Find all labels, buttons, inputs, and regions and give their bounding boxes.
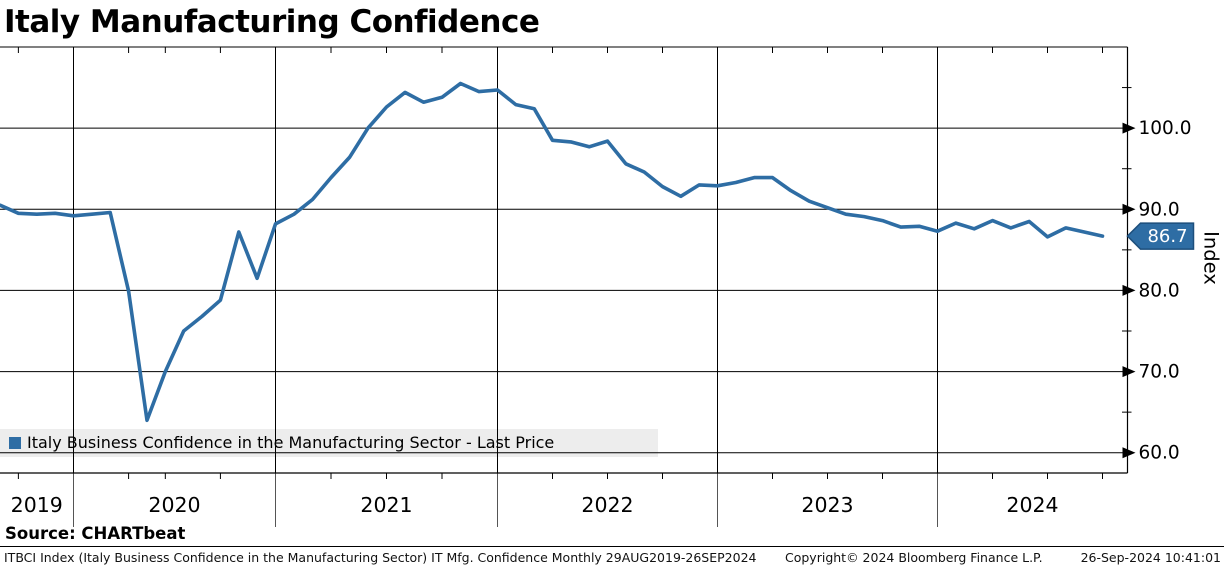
confidence-line-series: [0, 81, 1105, 423]
y-axis-arrow-tick-icon: [1122, 366, 1136, 378]
legend-swatch-icon: [9, 436, 21, 449]
y-axis-title: Index: [1200, 231, 1223, 285]
x-axis-year-label: 2021: [360, 493, 412, 517]
footer-description: ITBCI Index (Italy Business Confidence i…: [4, 550, 757, 565]
x-axis-year-label: 2019: [11, 493, 63, 517]
footer-divider: [0, 546, 1224, 547]
chart-title: Italy Manufacturing Confidence: [4, 4, 540, 40]
last-price-value: 86.7: [1147, 226, 1187, 247]
legend: Italy Business Confidence in the Manufac…: [9, 433, 554, 452]
y-axis-arrow-tick-icon: [1122, 284, 1136, 296]
source-label: Source: CHARTbeat: [5, 524, 186, 543]
y-axis-tick-label: 70.0: [1139, 362, 1180, 383]
y-axis-tick-label: 60.0: [1139, 443, 1180, 464]
x-axis-year-label: 2023: [801, 493, 853, 517]
y-axis-tick-label: 90.0: [1139, 199, 1180, 220]
footer-timestamp: 26-Sep-2024 10:41:01: [1080, 550, 1221, 565]
x-axis-year-label: 2024: [1006, 493, 1058, 517]
y-axis-arrow-tick-icon: [1122, 447, 1136, 459]
y-axis-tick-label: 100.0: [1139, 118, 1192, 139]
y-axis-tick-label: 80.0: [1139, 280, 1180, 301]
x-axis-year-label: 2020: [148, 493, 200, 517]
x-axis-year-label: 2022: [581, 493, 633, 517]
legend-label: Italy Business Confidence in the Manufac…: [27, 433, 555, 452]
y-axis-arrow-tick-icon: [1122, 122, 1136, 134]
y-axis-arrow-tick-icon: [1122, 203, 1136, 215]
last-price-tag: [1126, 222, 1195, 250]
footer-copyright: Copyright© 2024 Bloomberg Finance L.P.: [785, 550, 1043, 565]
